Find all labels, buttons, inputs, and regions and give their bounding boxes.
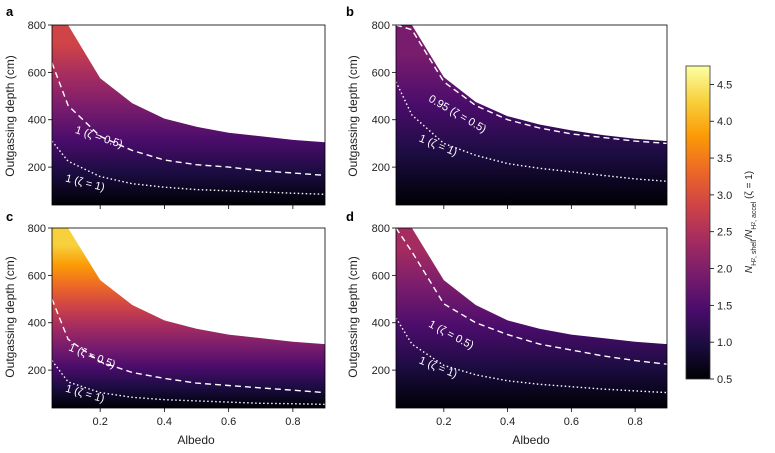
- y-tick-label: 200: [372, 162, 390, 174]
- axes-frame: [51, 24, 326, 206]
- heatmap-region: [52, 228, 325, 408]
- colorbar-tick-label: 3.0: [717, 190, 732, 202]
- panel-d: d Outgassing depth (cm) Albedo: [346, 209, 550, 447]
- y-tick-label: 800: [372, 20, 390, 32]
- panel-c: c Outgassing depth (cm) Albedo: [3, 209, 215, 447]
- x-tick-label: 0.4: [500, 416, 515, 428]
- contour-line-dashed: [52, 62, 325, 177]
- y-tick-label: 600: [28, 67, 46, 79]
- panel-b-ylabel: Outgassing depth (cm): [346, 55, 360, 176]
- y-tick-label: 200: [28, 365, 46, 377]
- y-tick-label: 600: [372, 270, 390, 282]
- x-tick-label: 0.2: [93, 416, 108, 428]
- x-tick-label: 0.8: [285, 416, 300, 428]
- panel-d-label: d: [346, 209, 354, 224]
- axes-frame: [395, 227, 668, 409]
- colorbar-tick-label: 1.5: [717, 300, 732, 312]
- colorbar-label-sub2c: , accel: [751, 201, 758, 222]
- heatmap-region: [396, 25, 667, 205]
- x-tick-label: 0.6: [221, 416, 236, 428]
- colorbar-tick-label: 1.0: [717, 337, 732, 349]
- colorbar-label-tail: (ζ = 1): [744, 171, 755, 202]
- colorbar-tick-label: 4.5: [717, 79, 732, 91]
- contour-line-dashed: [52, 298, 325, 394]
- panel-a: a Outgassing depth (cm): [3, 4, 17, 177]
- x-tick-label: 0.6: [564, 416, 579, 428]
- colorbar-label-main: N: [744, 265, 755, 273]
- y-tick-label: 200: [372, 365, 390, 377]
- contour-line-dashed: [396, 228, 667, 365]
- panel-b: b Outgassing depth (cm): [346, 4, 360, 177]
- x-tick-label: 0.8: [627, 416, 642, 428]
- y-tick-label: 400: [372, 115, 390, 127]
- panel-a-ylabel: Outgassing depth (cm): [3, 55, 17, 176]
- colorbar-label-sub2: H: [751, 225, 758, 230]
- colorbar-tick-label: 2.5: [717, 227, 732, 239]
- colorbar-tick-label: 4.0: [717, 116, 732, 128]
- y-tick-label: 600: [372, 67, 390, 79]
- colorbar-tick-label: 2.0: [717, 264, 732, 276]
- panel-c-xlabel: Albedo: [177, 433, 215, 447]
- panel-d-ylabel: Outgassing depth (cm): [346, 256, 360, 377]
- colorbar-label: NH2, shell/NH2, accel (ζ = 1): [744, 171, 758, 273]
- y-tick-label: 400: [372, 318, 390, 330]
- y-tick-label: 200: [28, 162, 46, 174]
- panel-c-label: c: [6, 209, 13, 224]
- heatmap-region: [396, 228, 667, 408]
- colorbar-tick-label: 3.5: [717, 153, 732, 165]
- y-tick-label: 800: [372, 223, 390, 235]
- colorbar-tick-label: 0.5: [717, 374, 732, 386]
- y-tick-label: 400: [28, 318, 46, 330]
- y-tick-label: 800: [28, 20, 46, 32]
- colorbar-label-sub1: H: [751, 261, 758, 266]
- axes-frame: [51, 227, 326, 409]
- x-tick-label: 0.2: [436, 416, 451, 428]
- panel-b-label: b: [346, 4, 354, 19]
- y-tick-label: 800: [28, 223, 46, 235]
- heatmap-region: [52, 25, 325, 205]
- colorbar-label-sub2b: 2: [751, 222, 757, 225]
- colorbar: NH2, shell/NH2, accel (ζ = 1) 0.51.01.52…: [685, 65, 758, 386]
- x-tick-label: 0.4: [157, 416, 172, 428]
- panel-d-xlabel: Albedo: [512, 433, 550, 447]
- contour-line-dashed: [396, 25, 667, 145]
- y-tick-label: 600: [28, 270, 46, 282]
- contour-line-dotted: [52, 360, 325, 406]
- colorbar-label-sub1b: 2: [751, 258, 757, 261]
- colorbar-label-slash: /N: [744, 229, 755, 241]
- panel-c-ylabel: Outgassing depth (cm): [3, 256, 17, 377]
- colorbar-gradient: [685, 65, 711, 380]
- panel-a-label: a: [6, 4, 14, 19]
- y-tick-label: 400: [28, 115, 46, 127]
- axes-frame: [395, 24, 668, 206]
- colorbar-label-sub1c: , shell: [751, 239, 758, 258]
